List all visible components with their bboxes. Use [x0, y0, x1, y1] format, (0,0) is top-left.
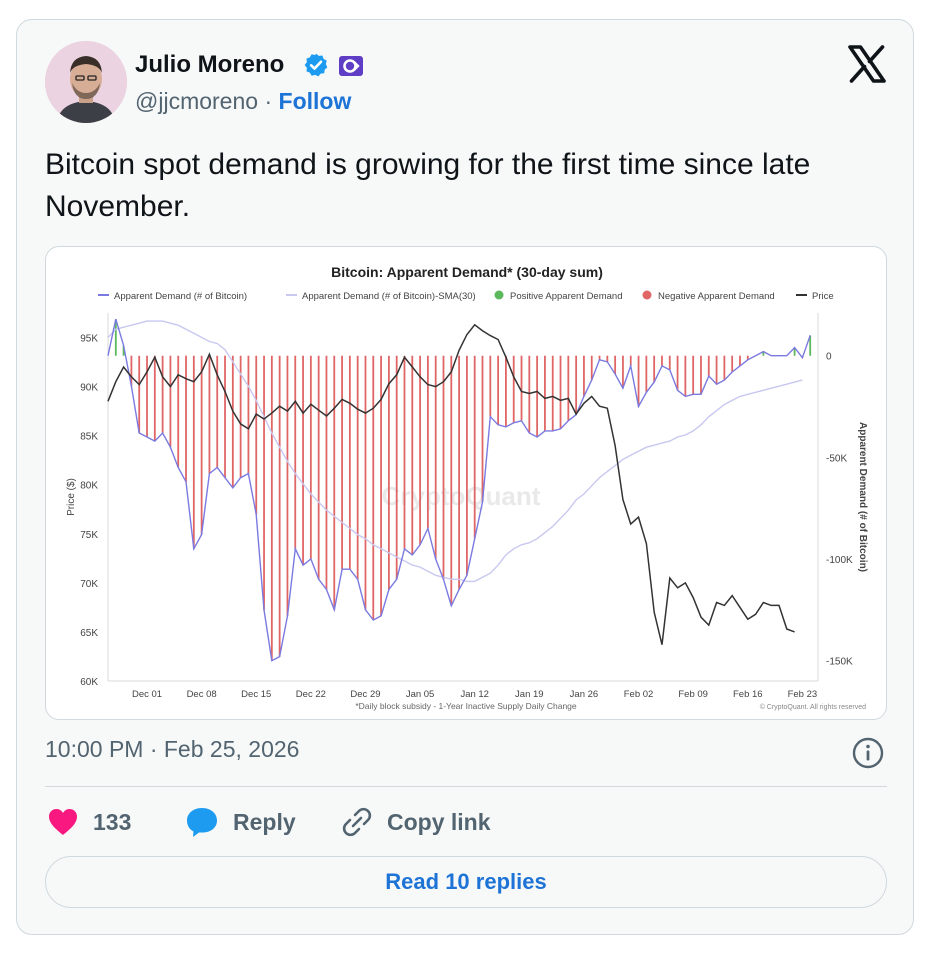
- follow-button[interactable]: Follow: [278, 88, 352, 114]
- x-tick-label: Jan 05: [406, 689, 435, 700]
- chart-footnote: *Daily block subsidy - 1-Year Inactive S…: [355, 701, 577, 711]
- x-tick-label: Feb 02: [624, 689, 654, 700]
- y-left-axis-title: Price ($): [66, 478, 77, 516]
- x-tick-label: Jan 19: [515, 689, 544, 700]
- x-tick-label: Dec 15: [241, 689, 271, 700]
- verified-badge-icon: [304, 53, 328, 77]
- y-left-tick-label: 85K: [80, 432, 98, 443]
- link-icon: [342, 807, 372, 837]
- x-tick-label: Dec 22: [296, 689, 326, 700]
- y-right-tick-label: -50K: [826, 453, 847, 464]
- read-replies-button[interactable]: Read 10 replies: [45, 856, 887, 908]
- chart-title: Bitcoin: Apparent Demand* (30-day sum): [331, 264, 603, 280]
- y-right-axis-title: Apparent Demand (# of Bitcoin): [857, 422, 868, 572]
- author-handle[interactable]: @jjcmoreno: [135, 88, 259, 114]
- legend-label: Apparent Demand (# of Bitcoin)-SMA(30): [302, 291, 476, 302]
- x-tick-label: Feb 23: [788, 689, 818, 700]
- x-tick-label: Jan 12: [460, 689, 489, 700]
- x-tick-label: Dec 29: [350, 689, 380, 700]
- y-left-tick-label: 65K: [80, 628, 98, 639]
- x-tick-label: Feb 16: [733, 689, 763, 700]
- handle-row: @jjcmoreno · Follow: [135, 88, 351, 115]
- y-left-tick-label: 70K: [80, 579, 98, 590]
- heart-icon: [49, 809, 77, 835]
- legend-swatch: [494, 290, 504, 300]
- tweet-card: Julio Moreno @jjcmoreno · Follow Bitcoin…: [16, 19, 914, 935]
- x-logo-icon[interactable]: [847, 45, 887, 83]
- y-right-tick-label: 0: [826, 352, 832, 363]
- reply-label: Reply: [233, 808, 296, 835]
- price-line: [107, 323, 795, 645]
- x-tick-label: Jan 26: [570, 689, 599, 700]
- copy-link-label: Copy link: [387, 808, 491, 835]
- chart-watermark: CryptoQuant: [382, 481, 541, 511]
- x-tick-label: Dec 01: [132, 689, 162, 700]
- x-tick-label: Dec 08: [187, 689, 217, 700]
- reply-bubble-icon: [187, 808, 217, 837]
- y-left-tick-label: 60K: [80, 677, 98, 688]
- copy-link-button[interactable]: Copy link: [341, 804, 491, 840]
- author-name[interactable]: Julio Moreno: [135, 51, 285, 78]
- info-icon[interactable]: [851, 736, 885, 770]
- like-count: 133: [93, 808, 132, 835]
- legend-label: Negative Apparent Demand: [658, 291, 775, 302]
- legend-label: Positive Apparent Demand: [510, 291, 622, 302]
- sma-line: [107, 320, 803, 583]
- chart-credit: © CryptoQuant. All rights reserved: [760, 703, 866, 711]
- demand-line: [107, 318, 811, 662]
- avatar[interactable]: [45, 41, 127, 123]
- divider: [45, 786, 887, 787]
- y-right-tick-label: -100K: [826, 555, 853, 566]
- y-right-tick-label: -150K: [826, 657, 853, 668]
- apparent-demand-chart: Bitcoin: Apparent Demand* (30-day sum) Ap…: [66, 264, 868, 711]
- legend-label: Price: [812, 291, 834, 302]
- reply-button[interactable]: Reply: [185, 804, 296, 840]
- y-left-tick-label: 75K: [80, 530, 98, 541]
- legend-swatch: [642, 290, 652, 300]
- x-tick-label: Feb 09: [678, 689, 708, 700]
- affiliate-badge-icon: [339, 56, 363, 76]
- separator-dot: ·: [264, 88, 273, 114]
- legend-label: Apparent Demand (# of Bitcoin): [114, 291, 247, 302]
- tweet-text: Bitcoin spot demand is growing for the f…: [45, 148, 811, 223]
- chart-image[interactable]: Bitcoin: Apparent Demand* (30-day sum) Ap…: [45, 246, 887, 720]
- y-left-tick-label: 90K: [80, 383, 98, 394]
- like-button[interactable]: 133: [47, 804, 131, 840]
- y-left-tick-label: 95K: [80, 334, 98, 345]
- tweet-timestamp[interactable]: 10:00 PM · Feb 25, 2026: [45, 736, 300, 762]
- y-left-tick-label: 80K: [80, 481, 98, 492]
